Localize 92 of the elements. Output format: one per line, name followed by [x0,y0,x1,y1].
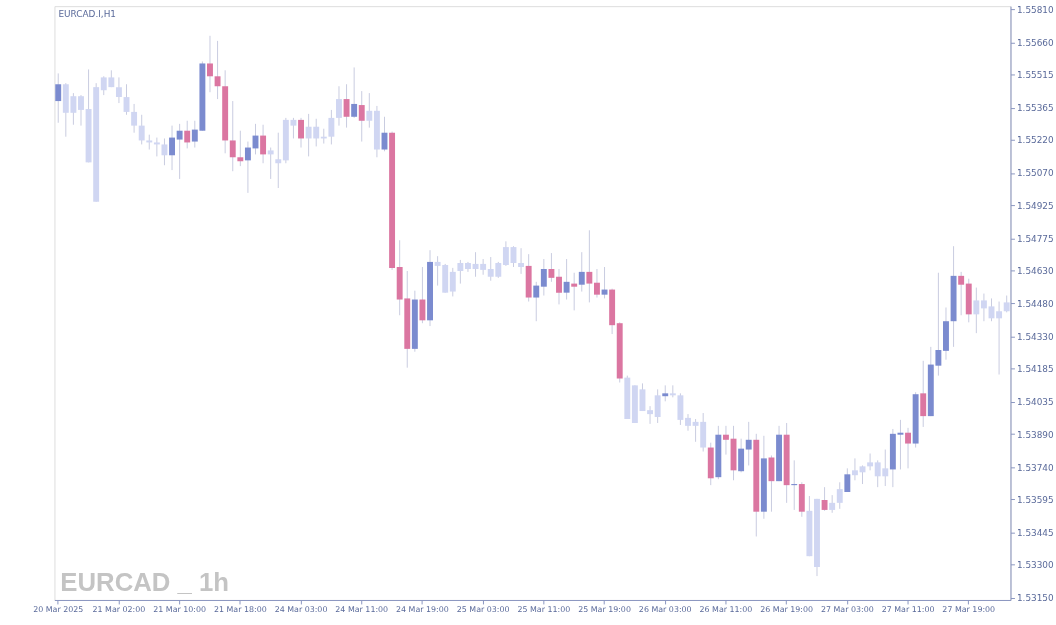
x-tick-label: 25 Mar 03:00 [456,605,510,615]
x-tick-label: 20 Mar 2025 [33,605,84,615]
x-tick-label: 24 Mar 19:00 [396,605,449,615]
candlestick [366,92,373,129]
y-tick-label: 1.54185 [1016,364,1054,375]
candlestick [654,388,661,424]
candlestick [836,481,843,510]
y-tick-label: 1.53890 [1016,429,1055,440]
y-tick-label: 1.55365 [1016,103,1054,114]
candlestick [55,72,62,124]
candlestick [336,85,342,127]
candlestick [958,271,965,316]
candlestick [722,425,729,456]
candlestick [586,229,593,303]
y-tick-label: 1.54480 [1016,298,1055,309]
candlestick [176,123,183,180]
candlestick [419,266,426,324]
y-tick-label: 1.55220 [1016,135,1055,146]
candlestick [214,40,221,100]
candlestick [685,413,691,432]
candlestick [184,120,191,149]
x-tick-label: 24 Mar 11:00 [335,605,389,615]
candlestick [260,124,267,164]
y-tick-label: 1.55810 [1016,4,1055,15]
candlestick [78,94,84,127]
candlestick [207,35,213,93]
candlestick [275,132,282,189]
candlestick [996,301,1003,376]
x-tick-label: 27 Mar 11:00 [881,605,935,615]
x-tick-label: 26 Mar 03:00 [638,605,692,615]
candlestick [267,147,274,180]
x-tick-label: 21 Mar 18:00 [213,605,267,615]
x-tick-label: 27 Mar 03:00 [820,605,874,615]
candlestick [533,281,540,322]
candlestick [745,421,752,466]
x-tick-label: 25 Mar 11:00 [517,605,571,615]
y-tick-label: 1.53595 [1016,494,1054,505]
y-tick-label: 1.54630 [1016,265,1055,276]
candlestick [358,90,365,143]
candlestick [556,268,562,305]
candlestick [647,405,654,425]
candlestick [540,258,547,297]
y-tick-label: 1.55660 [1016,37,1055,48]
candlestick [571,272,578,311]
x-tick-label: 25 Mar 19:00 [578,605,631,615]
candlestick [328,109,335,145]
candlestick [115,76,122,104]
candlestick [449,267,456,297]
candlestick [867,453,874,471]
candlestick [229,100,236,172]
y-tick-label: 1.53740 [1016,462,1055,473]
candlestick [237,130,244,167]
y-tick-label: 1.53300 [1016,560,1055,571]
candlestick [153,137,160,157]
candlestick [905,427,911,469]
y-tick-label: 1.54035 [1016,397,1054,408]
x-tick-label: 24 Mar 03:00 [274,605,328,615]
candlestick [738,438,745,473]
x-tick-label: 27 Mar 19:00 [942,605,996,615]
y-tick-label: 1.53150 [1016,593,1055,604]
candlestick [973,287,980,334]
candlestick [578,251,585,293]
y-tick-label: 1.53445 [1016,527,1054,538]
candlestick [161,137,168,166]
candlestick [593,268,600,299]
y-tick-label: 1.54775 [1016,233,1054,244]
candlestick [351,66,358,119]
candlestick [980,293,987,322]
candlestick [169,125,175,171]
candlestick [518,247,525,275]
candlestick [138,114,145,145]
candlestick [457,259,464,285]
candlestick [920,360,927,428]
candlestick [548,252,555,283]
candlestick [821,486,828,512]
annotation: EURCAD _ 1h [60,568,230,597]
x-tick-label: 21 Mar 02:00 [92,605,146,615]
y-tick-label: 1.54330 [1016,332,1055,343]
x-tick-label: 26 Mar 11:00 [699,605,753,615]
x-tick-label: 21 Mar 10:00 [153,605,207,615]
candlestick [244,141,251,194]
y-tick-label: 1.55070 [1016,168,1055,179]
candlestick [298,117,304,149]
candlestick [563,258,570,301]
candlestick [131,103,138,134]
candlestick [343,83,350,129]
y-tick-label: 1.54925 [1016,200,1054,211]
candlestick [502,240,509,267]
x-tick-label: 26 Mar 19:00 [760,605,814,615]
y-tick-label: 1.55515 [1016,69,1054,80]
chart-title: EURCAD.I,H1 [58,9,117,20]
candlestick [851,457,858,481]
